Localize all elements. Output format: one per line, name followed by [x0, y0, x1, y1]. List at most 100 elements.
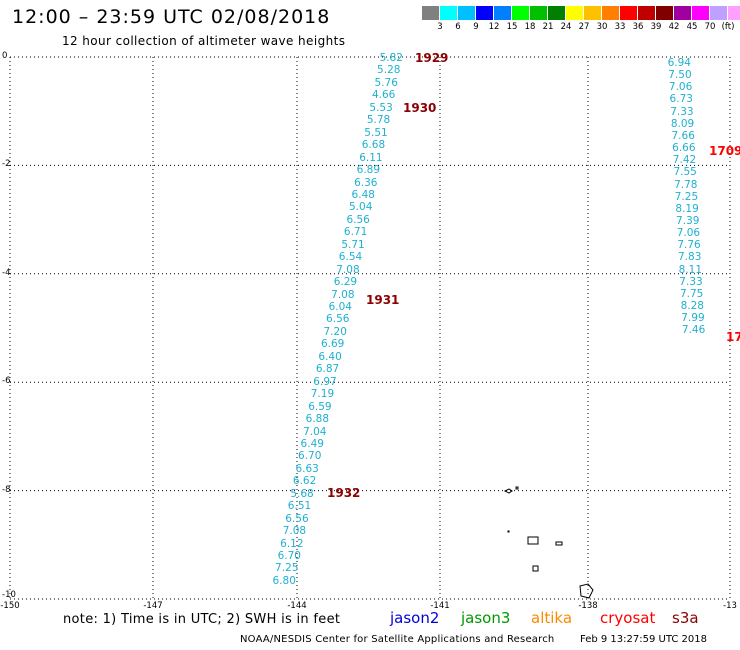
wave-height-value: 7.20	[323, 325, 347, 338]
wave-height-value: 6.80	[272, 574, 296, 587]
wave-height-value: 8.19	[675, 202, 699, 215]
wave-height-value: 5.71	[341, 238, 365, 251]
wave-height-value: 7.83	[678, 251, 702, 264]
wave-height-value: 6.88	[305, 413, 330, 426]
map-title: 12:00 – 23:59 UTC 02/08/2018	[12, 6, 331, 28]
wave-height-value: 5.78	[366, 114, 391, 127]
wave-height-value: 6.59	[308, 400, 332, 413]
satellite-name: altika	[531, 609, 573, 627]
color-legend-label: 3	[437, 22, 443, 32]
wave-height-value: 7.46	[681, 324, 706, 337]
wave-height-value: 7.78	[674, 178, 698, 191]
map-subtitle: 12 hour collection of altimeter wave hei…	[62, 34, 346, 48]
wave-height-value: 7.33	[670, 105, 694, 118]
wave-height-value: 7.33	[679, 275, 703, 288]
longitude-tick-label: -147	[143, 601, 163, 611]
color-swatch	[440, 6, 458, 20]
wave-height-value: 5.53	[369, 101, 393, 114]
wave-height-value: 7.76	[677, 239, 701, 252]
wave-height-value: 6.89	[356, 164, 381, 177]
wave-height-value: 6.62	[292, 475, 317, 488]
color-legend-label: 27	[578, 22, 590, 32]
longitude-tick-label: -141	[430, 601, 450, 611]
color-legend-label: 9	[473, 22, 479, 32]
satellite-name: s3a	[672, 609, 699, 627]
wave-height-value: 6.70	[298, 450, 322, 463]
color-swatch	[692, 6, 710, 20]
color-swatch	[458, 6, 476, 20]
wave-height-value: 8.09	[670, 117, 695, 130]
color-swatch	[638, 6, 656, 20]
latitude-tick-label: -6	[2, 376, 11, 387]
latitude-tick-label: -8	[2, 484, 11, 495]
color-swatch	[710, 6, 728, 20]
pass-time-label: 1932	[327, 486, 361, 500]
wave-height-value: 4.66	[371, 89, 396, 102]
wave-height-value: 7.75	[679, 287, 704, 300]
wave-height-value: 6.49	[300, 437, 324, 450]
color-swatch	[674, 6, 692, 20]
wave-height-value: 6.97	[313, 375, 337, 388]
units-note: note: 1) Time is in UTC; 2) SWH is in fe…	[63, 612, 341, 627]
wave-height-value: 6.29	[333, 276, 358, 289]
color-legend-label: 33	[614, 22, 626, 32]
wave-height-value: 8.28	[680, 300, 704, 312]
color-legend-label: (ft)	[721, 22, 735, 32]
wave-height-value: 7.06	[676, 227, 701, 240]
wave-height-value: 7.42	[672, 154, 697, 167]
generated-timestamp: Feb 9 13:27:59 UTC 2018	[580, 634, 707, 645]
pass-time-label: 1709	[709, 144, 740, 158]
color-legend-label: 39	[650, 22, 662, 32]
color-legend-label: 45	[686, 22, 698, 32]
color-legend-label: 42	[668, 22, 680, 32]
wave-height-value: 7.08	[331, 288, 355, 301]
wave-height-value: 7.06	[668, 81, 693, 94]
wave-height-value: 7.50	[668, 69, 692, 82]
wave-height-value: 5.51	[364, 126, 388, 139]
wave-height-value: 6.40	[318, 350, 342, 363]
color-legend-label: 15	[506, 22, 518, 32]
wave-height-value: 7.25	[275, 562, 299, 575]
color-swatch	[548, 6, 566, 20]
island-outline	[579, 583, 594, 599]
wave-height-value: 6.04	[328, 301, 352, 313]
pass-time-label: 17	[726, 330, 740, 344]
wave-height-value: 5.28	[377, 64, 401, 77]
color-legend-label: 12	[488, 22, 500, 32]
color-swatch	[530, 6, 548, 20]
wave-height-value: 7.66	[671, 129, 695, 142]
island-outline	[555, 541, 563, 546]
color-legend-label: 24	[560, 22, 572, 32]
color-swatch	[656, 6, 674, 20]
longitude-tick-label: -150	[0, 601, 20, 611]
wave-height-value: 6.94	[667, 57, 691, 69]
wave-height-value: 7.04	[303, 425, 327, 438]
wave-height-value: 6.63	[295, 462, 319, 475]
island-outline	[527, 536, 539, 545]
wave-height-value: 6.73	[669, 93, 693, 106]
longitude-tick-label: -138	[578, 601, 598, 611]
island-outline	[507, 530, 510, 533]
color-swatch	[620, 6, 638, 20]
longitude-tick-label: -13	[723, 601, 737, 611]
wave-height-value: 6.36	[354, 176, 378, 189]
color-swatch	[512, 6, 530, 20]
color-legend-label: 6	[455, 22, 461, 32]
wave-height-value: 6.66	[672, 142, 696, 155]
wave-height-value: 7.08	[282, 525, 307, 538]
pass-time-label: 1929	[415, 51, 449, 65]
wave-height-value: 6.68	[361, 139, 386, 152]
color-legend-labels: 3 6 9 12 15 18 21 24 27 30 33 36 39 42 45 70 (ft)	[422, 22, 740, 34]
color-legend-label: 70	[704, 22, 716, 32]
latitude-tick-label: 0	[2, 51, 8, 61]
longitude-tick-label: -144	[287, 601, 307, 611]
latitude-tick-label: -4	[2, 267, 11, 278]
wave-height-value: 6.87	[315, 363, 340, 376]
color-swatch	[602, 6, 620, 20]
wave-height-value: 6.56	[326, 313, 350, 326]
wave-height-value: 7.25	[674, 190, 699, 203]
color-swatch	[728, 6, 740, 20]
pass-time-label: 1930	[403, 101, 437, 115]
satellite-name: jason3	[461, 609, 511, 627]
color-legend-label: 18	[524, 22, 536, 32]
